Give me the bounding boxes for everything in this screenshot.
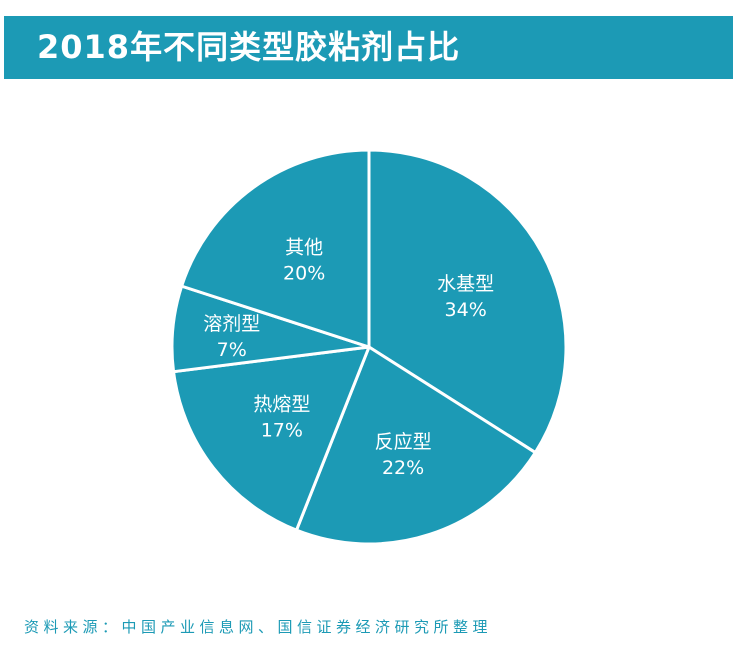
pie-slice-other — [180, 148, 371, 349]
slice-value-reactive: 22% — [382, 457, 424, 479]
pie-slice-hot-melt — [172, 345, 371, 532]
slice-label-other: 其他 — [285, 237, 323, 259]
slice-value-hot-melt: 17% — [261, 420, 303, 442]
pie-slice-reactive — [294, 345, 537, 546]
slice-label-water-based: 水基型 — [437, 273, 494, 295]
slice-value-other: 20% — [283, 263, 325, 285]
source-note: 资料来源：中国产业信息网、国信证券经济研究所整理 — [24, 618, 493, 636]
chart-title: 2018年不同类型胶粘剂占比 — [37, 28, 461, 66]
slice-label-solvent: 溶剂型 — [203, 313, 260, 335]
slice-value-solvent: 7% — [217, 339, 247, 361]
pie-chart: 水基型 34% 反应型 22% 热熔型 17% 溶剂型 7% 其他 20% — [170, 148, 568, 546]
slice-label-hot-melt: 热熔型 — [253, 394, 310, 416]
slice-value-water-based: 34% — [445, 299, 487, 321]
title-bar: 2018年不同类型胶粘剂占比 — [4, 16, 733, 79]
slice-label-reactive: 反应型 — [375, 431, 432, 453]
